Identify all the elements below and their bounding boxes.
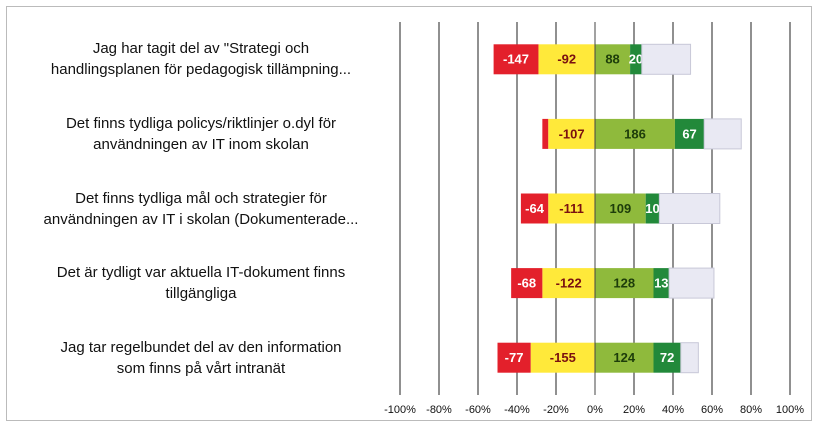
- segment-label: -122: [556, 276, 582, 291]
- bar-segment: [497, 342, 531, 373]
- bar-segment: [595, 193, 646, 224]
- x-tick-label: 100%: [776, 404, 804, 416]
- segment-label: -111: [559, 201, 584, 216]
- category-label: Det är tydligt var aktuella IT-dokument …: [56, 264, 346, 303]
- segment-label: 109: [609, 201, 631, 216]
- segment-label: -68: [517, 276, 536, 291]
- bar-segment: [493, 44, 539, 75]
- category-label: Jag har tagit del av "Strategi och handl…: [50, 40, 352, 79]
- segment-label: -92: [557, 52, 576, 67]
- segment-label: 124: [613, 350, 635, 365]
- bar-segment: [595, 268, 654, 299]
- segment-label: 128: [613, 276, 635, 291]
- bar-segment: [520, 193, 549, 224]
- bar-segment: [653, 268, 670, 299]
- x-tick-label: 60%: [701, 404, 723, 416]
- bar-segment: [668, 267, 715, 299]
- bar-segment: [595, 342, 654, 373]
- bar-segment: [595, 44, 631, 75]
- bar-segment: [674, 118, 705, 149]
- segment-label: -155: [550, 350, 576, 365]
- x-tick-label: -80%: [426, 404, 452, 416]
- bar-segment: [703, 118, 742, 150]
- category-label: Jag tar regelbundet del av den informati…: [60, 338, 342, 377]
- x-tick-label: 20%: [623, 404, 645, 416]
- x-tick-label: 80%: [740, 404, 762, 416]
- bar-segment: [542, 118, 549, 149]
- bar-segment: [653, 342, 681, 373]
- segment-label: -77: [505, 350, 524, 365]
- segment-label: -147: [503, 52, 529, 67]
- bar-segment: [658, 193, 721, 224]
- category-label: Det finns tydliga policys/riktlinjer o.d…: [65, 114, 337, 153]
- segment-label: 10: [645, 201, 659, 216]
- bar-segment: [630, 44, 642, 75]
- segment-label: 72: [660, 350, 674, 365]
- x-tick-label: -20%: [543, 404, 569, 416]
- bar-segment: [511, 268, 543, 299]
- segment-label: 186: [624, 126, 646, 141]
- x-tick-label: 40%: [662, 404, 684, 416]
- bar-segment: [548, 118, 595, 149]
- x-tick-label: -60%: [465, 404, 491, 416]
- category-label: Det finns tydliga mål och strategier för…: [43, 189, 359, 228]
- bar-segment: [530, 342, 595, 373]
- segment-label: 67: [682, 126, 696, 141]
- segment-label: 20: [629, 52, 643, 67]
- bar-segment: [595, 118, 675, 149]
- chart-frame: [6, 6, 812, 421]
- segment-label: 13: [654, 276, 668, 291]
- bar-segment: [641, 43, 692, 75]
- x-tick-label: -40%: [504, 404, 530, 416]
- segment-label: -64: [525, 201, 545, 216]
- bar-segment: [645, 193, 660, 224]
- segment-label: 88: [605, 52, 619, 67]
- x-tick-label: -100%: [384, 404, 416, 416]
- segment-label: -107: [559, 126, 585, 141]
- bar-segment: [548, 193, 595, 224]
- x-tick-label: 0%: [587, 404, 603, 416]
- bar-segment: [542, 268, 595, 299]
- bar-segment: [538, 44, 595, 75]
- bar-segment: [680, 342, 699, 374]
